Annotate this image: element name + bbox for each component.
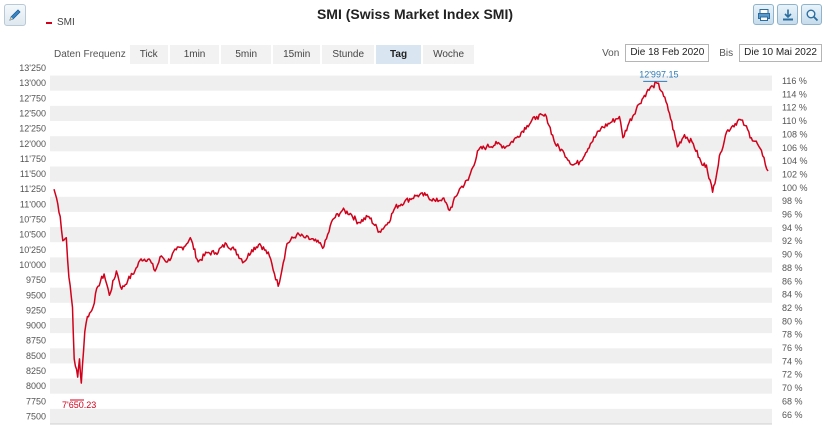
legend-label: SMI [57,17,75,28]
download-button[interactable] [777,4,798,25]
freq-stunde-button[interactable]: Stunde [322,45,375,64]
grid-band [50,136,772,152]
freq-15min-button[interactable]: 15min [273,45,321,64]
date-range: Von Die 18 Feb 2020 Bis Die 10 Mai 2022 [602,44,822,62]
y-right-tick-label: 74 % [782,356,803,366]
zoom-button[interactable] [801,4,822,25]
y-left-tick-label: 9000 [26,321,46,331]
y-right-tick-label: 114 % [782,89,807,99]
y-right-tick-label: 96 % [782,210,803,220]
y-right-tick-label: 78 % [782,330,803,340]
y-right-tick-label: 88 % [782,263,803,273]
y-right-tick-label: 86 % [782,276,803,286]
y-left-tick-label: 12'250 [19,124,46,134]
min-annotation: 7'650.23 [62,400,96,410]
y-left-tick-label: 8250 [26,366,46,376]
chart-title: SMI (Swiss Market Index SMI) [316,6,514,22]
chart-tools [753,4,822,25]
y-right-tick-label: 80 % [782,316,803,326]
from-label: Von [602,47,620,59]
y-left-tick-label: 12'500 [19,108,46,118]
grid-band [50,317,772,334]
y-right-tick-label: 94 % [782,223,803,233]
to-label: Bis [719,47,734,59]
y-right-tick-label: 84 % [782,290,803,300]
grid-band [50,257,772,273]
legend[interactable]: SMI [46,17,75,28]
y-right-tick-label: 90 % [782,250,803,260]
y-left-tick-label: 11'750 [20,154,46,164]
grid-band [50,287,772,303]
grid-band [50,227,772,243]
from-date-input[interactable]: Die 18 Feb 2020 [625,44,710,62]
y-right-tick-label: 112 % [782,103,807,113]
y-left-tick-label: 10'750 [19,215,46,225]
y-left-tick-label: 9250 [26,305,46,315]
y-right-tick-label: 70 % [782,383,803,393]
y-left-tick-label: 10'250 [19,245,46,255]
y-right-tick-label: 106 % [782,143,808,153]
frequency-selector: Daten Frequenz Tick 1min 5min 15min Stun… [54,45,476,64]
to-date-input[interactable]: Die 10 Mai 2022 [739,44,822,62]
y-right-tick-label: 68 % [782,396,803,406]
y-left-tick-label: 11'500 [20,169,46,179]
y-left-tick-label: 8500 [26,351,46,361]
frequency-label: Daten Frequenz [54,49,126,60]
y-left-tick-label: 9750 [26,275,46,285]
y-left-tick-label: 9500 [26,290,46,300]
y-left-tick-label: 13'000 [19,78,46,88]
freq-tag-button[interactable]: Tag [376,45,422,64]
y-right-tick-label: 116 % [782,76,807,86]
y-left-tick-label: 10'500 [19,230,46,240]
print-icon [757,8,770,21]
y-left-tick-label: 10'000 [19,260,46,270]
y-right-tick-label: 66 % [782,410,803,420]
max-annotation: 12'997.15 [639,69,678,79]
grid-band [50,166,772,182]
grid-band [50,378,772,394]
grid-band [50,105,772,122]
grid-band [50,348,772,364]
y-right-tick-label: 92 % [782,236,803,246]
y-right-tick-label: 108 % [782,129,808,139]
y-left-tick-label: 7750 [26,396,46,406]
y-right-tick-label: 82 % [782,303,803,313]
y-left-tick-label: 7500 [26,411,46,421]
y-right-tick-label: 102 % [782,169,808,179]
pencil-icon [9,9,21,21]
grid-band [50,408,772,425]
y-right-tick-label: 110 % [782,116,807,126]
y-right-tick-label: 98 % [782,196,803,206]
y-left-tick-label: 13'250 [19,63,46,73]
smi-series-line[interactable] [53,81,769,384]
freq-5min-button[interactable]: 5min [221,45,272,64]
zoom-icon [806,9,818,21]
y-right-tick-label: 100 % [782,183,808,193]
y-left-tick-label: 11'250 [20,184,46,194]
edit-button[interactable] [4,4,26,26]
y-left-tick-label: 12'000 [19,139,46,149]
download-icon [782,9,793,20]
grid-band [50,196,772,212]
y-left-tick-label: 8750 [26,336,46,346]
y-left-tick-label: 8000 [26,381,46,391]
y-left-tick-label: 11'000 [20,199,46,209]
grid-band [50,75,772,91]
freq-tick-button[interactable]: Tick [129,45,168,64]
freq-1min-button[interactable]: 1min [169,45,220,64]
y-right-tick-label: 76 % [782,343,803,353]
y-right-tick-label: 104 % [782,156,808,166]
print-button[interactable] [753,4,774,25]
y-left-tick-label: 12'750 [19,93,46,103]
legend-swatch [46,21,52,24]
freq-woche-button[interactable]: Woche [423,45,475,64]
y-right-tick-label: 72 % [782,370,803,380]
